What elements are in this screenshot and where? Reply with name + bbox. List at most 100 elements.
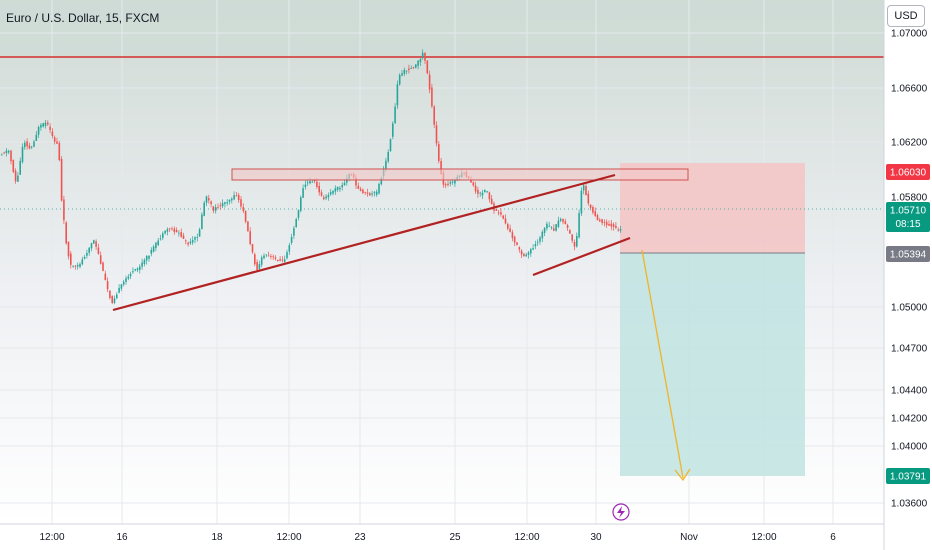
candle-body (283, 259, 286, 262)
candle-body (378, 183, 380, 194)
candle-body (389, 139, 392, 151)
projection-arrow-line (641, 249, 684, 479)
candle-body (557, 220, 560, 227)
candle-body (608, 224, 610, 226)
candle-body (226, 202, 228, 204)
candle-body (224, 202, 226, 204)
candle-body (35, 134, 38, 141)
candle-body (415, 64, 417, 68)
candle-body (444, 184, 447, 186)
candle-body (571, 234, 573, 241)
candle-body (203, 202, 205, 216)
candle-body (97, 247, 100, 254)
candle-body (371, 193, 373, 195)
candle-body (541, 231, 544, 239)
candle-body (106, 281, 109, 290)
candle-body (58, 143, 61, 161)
candle-body (221, 203, 224, 207)
candle-body (173, 228, 176, 232)
x-tick-label: 16 (116, 532, 128, 543)
candle-body (428, 74, 431, 90)
candle-body (185, 240, 187, 242)
candle-body (214, 207, 217, 211)
candle-body (479, 192, 481, 194)
candle-body (120, 284, 123, 289)
candle-body (17, 175, 19, 182)
candle-body (99, 255, 102, 264)
candle-body (76, 265, 79, 267)
candle-body (263, 255, 265, 259)
candle-body (564, 221, 567, 224)
lightning-icon (617, 506, 625, 518)
candle-body (419, 59, 422, 62)
price-label-take-profit: 1.03791 (886, 468, 930, 484)
candle-body (449, 182, 452, 184)
candle-body (364, 191, 366, 193)
y-tick-label: 1.06200 (891, 138, 928, 149)
candle-body (65, 222, 67, 244)
candle-body (440, 161, 442, 174)
candle-body (484, 190, 486, 193)
candle-body (5, 150, 8, 154)
candle-body (28, 145, 31, 149)
candle-body (417, 60, 419, 66)
rising-trendline-wedge[interactable] (532, 236, 631, 277)
candle-body (3, 152, 5, 154)
supply-zone-rectangle[interactable] (231, 168, 689, 181)
candle-body (249, 231, 251, 245)
candle-body (104, 273, 107, 281)
candle-body (550, 227, 553, 229)
candle-body (486, 191, 488, 193)
candle-body (532, 248, 534, 250)
candle-body (37, 127, 40, 135)
candle-body (566, 225, 569, 228)
candle-body (277, 259, 279, 261)
candle-body (256, 262, 258, 271)
candle-body (525, 254, 527, 257)
price-label-box (886, 246, 930, 262)
candle-body (109, 290, 111, 298)
candle-body (60, 159, 63, 201)
candle-body (145, 255, 148, 261)
take-profit-zone[interactable] (620, 253, 805, 476)
candle-body (592, 207, 594, 213)
candle-body (132, 271, 134, 273)
candle-body (7, 150, 10, 153)
candle-body (157, 240, 159, 245)
candle-body (599, 219, 601, 222)
candle-body (258, 264, 261, 269)
candle-body (582, 185, 585, 191)
candle-body (474, 185, 477, 192)
candle-body (325, 196, 327, 199)
price-label-box (886, 164, 930, 180)
candle-body (143, 259, 146, 264)
candle-body (536, 242, 539, 243)
candle-body (373, 192, 376, 194)
x-tick-label: 25 (449, 532, 461, 543)
candle-body (116, 294, 118, 299)
candle-body (125, 278, 127, 282)
candle-body (332, 190, 334, 194)
candle-body (346, 178, 348, 183)
candle-body (615, 225, 617, 228)
candle-body (488, 192, 491, 200)
candle-body (509, 228, 511, 233)
candle-body (21, 146, 24, 162)
candle-body (95, 241, 97, 247)
candle-body (295, 219, 297, 228)
candle-body (83, 257, 86, 259)
candle-body (286, 252, 288, 259)
currency-button[interactable]: USD (887, 5, 925, 27)
candle-body (327, 195, 330, 198)
rising-trendline-lower[interactable] (112, 173, 616, 312)
candle-body (329, 192, 332, 195)
candle-body (302, 188, 304, 198)
candle-body (320, 192, 323, 196)
candle-body (472, 182, 475, 186)
candle-body (553, 228, 555, 231)
chart-title: Euro / U.S. Dollar, 15, FXCM (6, 11, 160, 25)
candle-body (306, 182, 309, 184)
candle-body (254, 254, 256, 265)
candle-body (304, 184, 307, 187)
